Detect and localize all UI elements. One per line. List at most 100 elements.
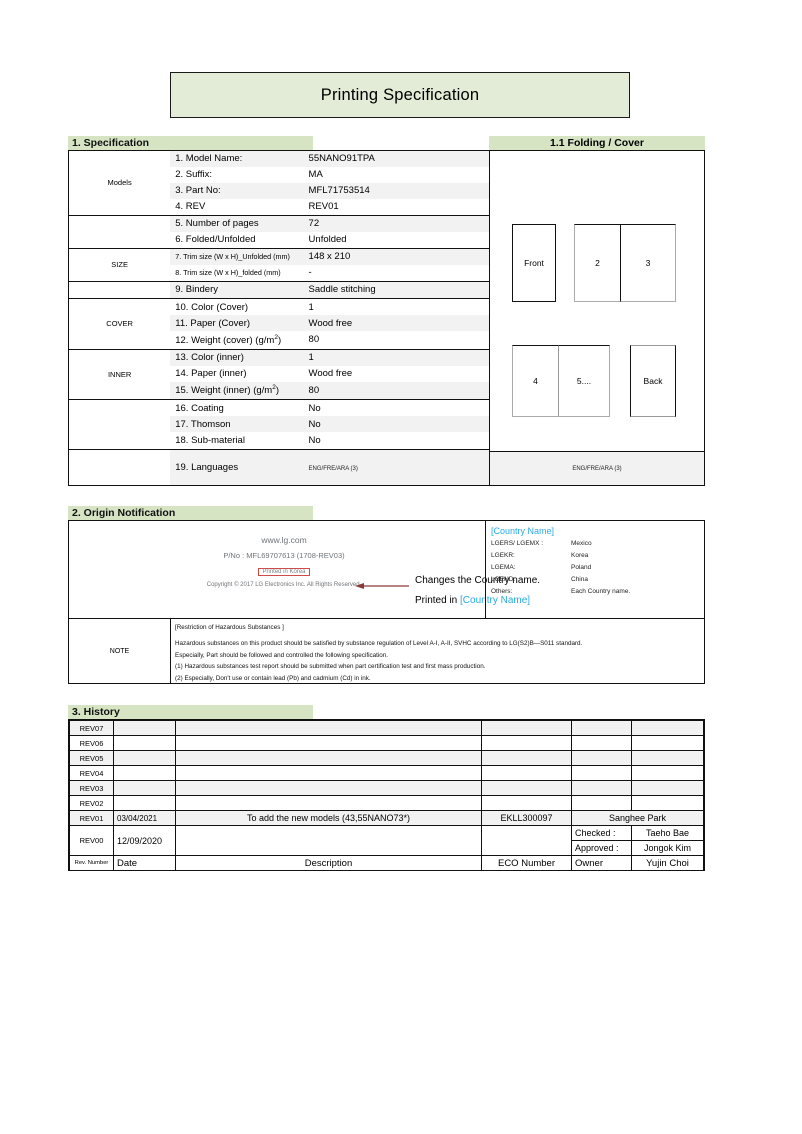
group-label-cover: COVER bbox=[69, 298, 171, 350]
table-row: 14. Paper (inner) Wood free bbox=[69, 366, 489, 382]
history-date bbox=[113, 720, 176, 736]
history-footer-owner: Owner bbox=[571, 855, 632, 871]
spec-languages-value: ENG/FRE/ARA (3) bbox=[308, 465, 358, 472]
spec-label: 15. Weight (inner) (g/m2) bbox=[170, 381, 304, 400]
folding-languages-footer: ENG/FRE/ARA (3) bbox=[489, 452, 705, 486]
history-eco bbox=[481, 720, 572, 736]
page-title: Printing Specification bbox=[170, 72, 630, 118]
list-item: LGEND: China bbox=[491, 573, 704, 585]
table-row: INNER 13. Color (inner) 1 bbox=[69, 348, 489, 400]
history-rev: REV04 bbox=[69, 765, 114, 781]
history-eco bbox=[481, 795, 572, 811]
note-line: (1) Hazardous substances test report sho… bbox=[175, 663, 486, 671]
annotation-country-placeholder: [Country Name] bbox=[460, 595, 531, 606]
table-row: SIZE 7. Trim size (W x H)_Unfolded (mm) … bbox=[69, 247, 489, 282]
spec-label: 6. Folded/Unfolded bbox=[175, 234, 256, 246]
history-owner-label bbox=[571, 720, 632, 736]
lg-label-preview: www.lg.com P/No : MFL69707613 (1708-REV0… bbox=[139, 535, 429, 588]
annotation-printed-in-prefix: Printed in bbox=[415, 595, 461, 606]
history-owner-label bbox=[571, 795, 632, 811]
history-date: 12/09/2020 bbox=[113, 825, 176, 856]
history-footer-date: Date bbox=[113, 855, 176, 871]
spec-value: Wood free bbox=[303, 315, 489, 332]
history-description bbox=[175, 720, 482, 736]
table-row: 6. Folded/Unfolded Unfolded bbox=[69, 232, 489, 249]
spec-value: Unfolded bbox=[308, 234, 347, 246]
lg-copyright: Copyright © 2017 LG Electronics Inc. All… bbox=[206, 582, 362, 588]
history-owner-value bbox=[631, 720, 704, 736]
printed-in-country-highlight: Printed in Korea bbox=[258, 568, 310, 576]
history-date bbox=[113, 750, 176, 766]
spec-label: 18. Sub-material bbox=[175, 434, 245, 446]
history-rev: REV01 bbox=[69, 810, 114, 826]
history-owner-label bbox=[571, 735, 632, 751]
table-row: REV02 bbox=[69, 795, 704, 811]
history-rev: REV02 bbox=[69, 795, 114, 811]
country-value: Mexico bbox=[571, 540, 592, 548]
table-row: Models 1. Model Name: 55NANO91TPA bbox=[69, 151, 489, 216]
note-body: [Restriction of Hazardous Substances ] H… bbox=[171, 619, 704, 683]
table-row: 3. Part No: MFL71753514 bbox=[69, 182, 489, 199]
origin-notification-block: www.lg.com P/No : MFL69707613 (1708-REV0… bbox=[68, 520, 705, 684]
folding-page-3: 3 bbox=[620, 224, 676, 302]
history-owner-label bbox=[571, 780, 632, 796]
section-heading-specification: 1. Specification bbox=[68, 136, 313, 150]
spec-label: 2. Suffix: bbox=[175, 169, 213, 181]
history-date bbox=[113, 735, 176, 751]
list-item: LGERS/ LGEMX : Mexico bbox=[491, 538, 704, 550]
history-eco bbox=[481, 825, 572, 856]
table-row: 19. Languages ENG/FRE/ARA (3) bbox=[69, 448, 489, 485]
country-value: China bbox=[571, 575, 588, 583]
history-owner-value: Sanghee Park bbox=[571, 810, 704, 826]
table-row: REV00 12/09/2020 Checked : Taeho Bae bbox=[69, 825, 704, 856]
country-table-title: [Country Name] bbox=[491, 526, 555, 536]
spec-label: 3. Part No: bbox=[170, 182, 304, 199]
history-owner-value bbox=[631, 795, 704, 811]
group-label-inner: INNER bbox=[69, 348, 171, 400]
group-label-size: SIZE bbox=[69, 247, 171, 282]
group-label-empty-3 bbox=[69, 399, 171, 449]
section-heading-history: 3. History bbox=[68, 705, 313, 719]
group-label-empty-4 bbox=[69, 448, 171, 485]
history-date bbox=[113, 765, 176, 781]
history-rev: REV03 bbox=[69, 780, 114, 796]
history-table: REV07 REV06 REV05 REV04 bbox=[68, 719, 705, 871]
country-value: Korea bbox=[571, 552, 589, 560]
lg-part-number: P/No : MFL69707613 (1708-REV03) bbox=[223, 551, 345, 560]
table-row: 18. Sub-material No bbox=[69, 432, 489, 449]
note-line: Especially, Part should be followed and … bbox=[175, 651, 389, 659]
history-description bbox=[175, 765, 482, 781]
history-date bbox=[113, 780, 176, 796]
spec-label: 17. Thomson bbox=[170, 416, 304, 433]
history-approved-value: Jongok Kim bbox=[631, 840, 704, 856]
table-row: Approved : Jongok Kim bbox=[70, 840, 704, 856]
note-row: NOTE [Restriction of Hazardous Substance… bbox=[69, 619, 704, 683]
spec-value-languages: ENG/FRE/ARA (3) bbox=[303, 448, 489, 485]
annotation-line-2: Printed in [Country Name] bbox=[415, 591, 540, 611]
folding-languages-value: ENG/FRE/ARA (3) bbox=[572, 465, 622, 472]
history-footer-rev: Rev. Number bbox=[69, 855, 114, 871]
folding-diagram: Front 2 3 4 5.... Back bbox=[489, 150, 705, 452]
history-eco bbox=[481, 735, 572, 751]
history-description bbox=[175, 825, 482, 856]
table-row: REV01 03/04/2021 To add the new models (… bbox=[69, 810, 704, 826]
history-date: 03/04/2021 bbox=[113, 810, 176, 826]
spec-value: MFL71753514 bbox=[303, 182, 489, 199]
table-row: 4. REV REV01 bbox=[69, 199, 489, 216]
country-key: LGEKR: bbox=[491, 552, 515, 560]
table-row: 11. Paper (Cover) Wood free bbox=[69, 315, 489, 332]
annotation-arrow-icon bbox=[355, 583, 409, 589]
history-owner-label bbox=[571, 750, 632, 766]
table-footer-row: Rev. Number Date Description ECO Number … bbox=[69, 855, 704, 871]
table-row: REV06 bbox=[69, 735, 704, 751]
list-item: LGEMA: Poland bbox=[491, 562, 704, 574]
country-change-annotation: Changes the Country name. Printed in [Co… bbox=[415, 571, 540, 611]
history-description bbox=[175, 780, 482, 796]
origin-top-area: www.lg.com P/No : MFL69707613 (1708-REV0… bbox=[69, 521, 704, 619]
spec-label: 11. Paper (Cover) bbox=[170, 315, 304, 332]
spec-label: 1. Model Name: bbox=[170, 151, 304, 167]
spec-value: No bbox=[303, 399, 489, 417]
table-row: REV07 bbox=[69, 720, 704, 736]
history-footer-eco: ECO Number bbox=[481, 855, 572, 871]
folding-page-5: 5.... bbox=[558, 345, 610, 417]
